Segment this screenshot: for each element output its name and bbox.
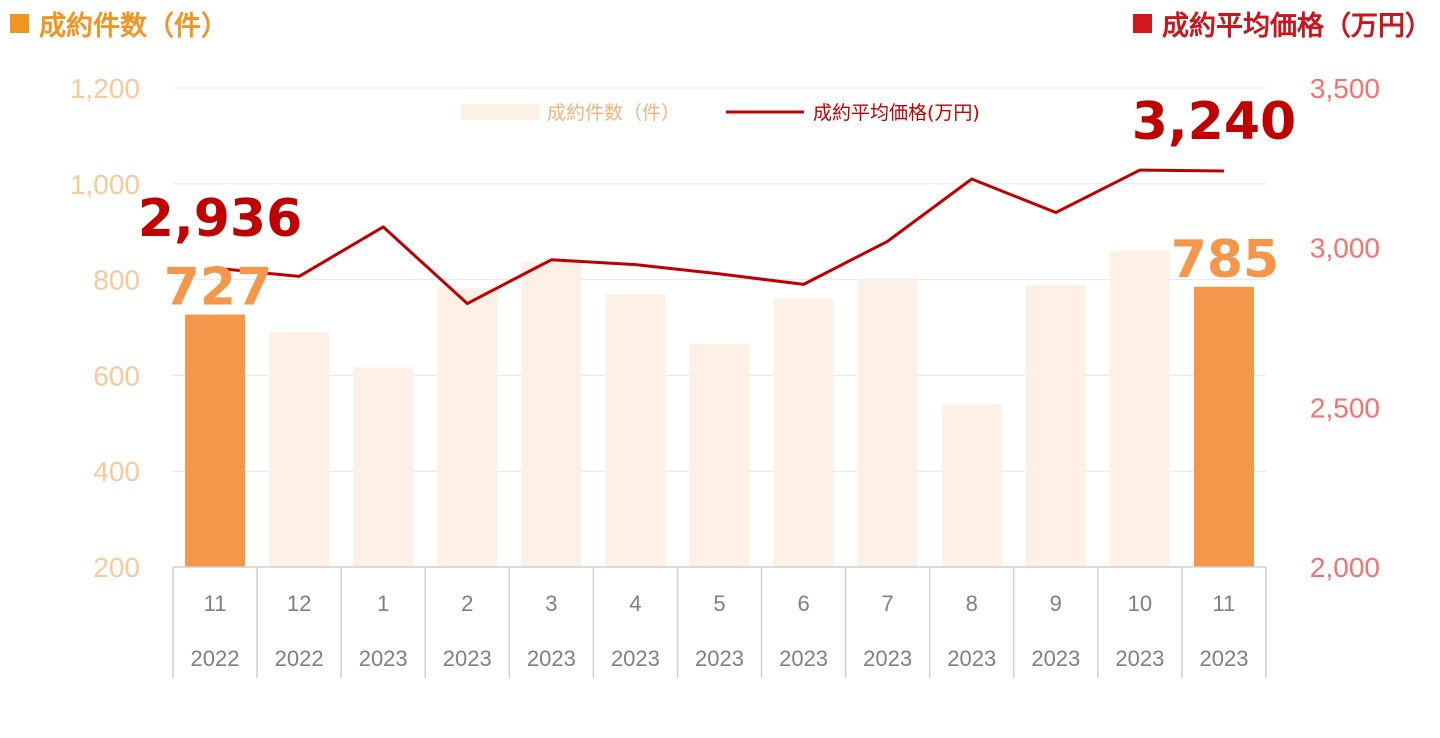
y-left-tick-label: 400 — [93, 456, 140, 487]
right-axis-title: 成約平均価格（万円） — [1133, 4, 1432, 43]
left-series-square-icon — [10, 14, 29, 33]
bar — [941, 404, 1002, 567]
x-year-label: 2023 — [1115, 646, 1164, 671]
x-month-label: 5 — [713, 591, 725, 616]
left-axis-title-text: 成約件数（件） — [39, 11, 228, 42]
left-axis-title: 成約件数（件） — [10, 4, 228, 43]
right-axis-title-text: 成約平均価格（万円） — [1162, 11, 1432, 42]
y-left-tick-label: 1,000 — [70, 169, 140, 200]
right-series-square-icon — [1133, 14, 1152, 33]
y-left-tick-label: 600 — [93, 360, 140, 391]
bar — [605, 293, 666, 567]
bar-data-label: 785 — [1171, 230, 1280, 290]
line-data-label: 2,936 — [138, 189, 302, 249]
bar — [857, 279, 918, 567]
y-left-tick-label: 1,200 — [70, 73, 140, 104]
line-data-label: 3,240 — [1132, 92, 1296, 152]
x-month-label: 3 — [545, 591, 557, 616]
y-right-tick-label: 3,000 — [1310, 233, 1380, 264]
bar — [1109, 250, 1170, 568]
y-left-tick-label: 800 — [93, 265, 140, 296]
x-month-label: 7 — [882, 591, 894, 616]
x-month-label: 6 — [797, 591, 809, 616]
x-month-label: 1 — [377, 591, 389, 616]
x-year-label: 2023 — [527, 646, 576, 671]
legend-line-label: 成約平均価格(万円) — [813, 102, 980, 124]
x-month-label: 4 — [629, 591, 641, 616]
x-month-label: 10 — [1128, 591, 1152, 616]
x-year-label: 2023 — [443, 646, 492, 671]
x-year-label: 2023 — [695, 646, 744, 671]
x-year-label: 2023 — [779, 646, 828, 671]
x-year-label: 2023 — [947, 646, 996, 671]
x-year-label: 2022 — [191, 646, 240, 671]
y-right-tick-label: 2,500 — [1310, 392, 1380, 423]
x-month-label: 9 — [1050, 591, 1062, 616]
x-year-label: 2023 — [1031, 646, 1080, 671]
x-month-label: 11 — [1213, 591, 1236, 616]
y-right-tick-label: 3,500 — [1310, 73, 1380, 104]
y-left-tick-label: 200 — [93, 552, 140, 583]
bar — [185, 314, 246, 567]
bar-data-label: 727 — [164, 258, 273, 318]
bar — [773, 298, 834, 567]
x-month-label: 12 — [287, 591, 311, 616]
bar — [353, 367, 414, 567]
legend-bar-label: 成約件数（件） — [547, 102, 680, 124]
bar — [437, 288, 498, 567]
bar — [689, 343, 750, 567]
bar — [1025, 284, 1086, 567]
legend-bar-swatch — [461, 104, 539, 120]
x-year-label: 2023 — [863, 646, 912, 671]
bar — [521, 261, 582, 567]
bar — [269, 331, 330, 567]
x-year-label: 2023 — [1199, 646, 1248, 671]
bar — [1193, 286, 1254, 567]
x-month-label: 8 — [966, 591, 978, 616]
x-year-label: 2022 — [275, 646, 324, 671]
x-month-label: 2 — [461, 591, 473, 616]
y-right-tick-label: 2,000 — [1310, 552, 1380, 583]
x-year-label: 2023 — [611, 646, 660, 671]
price-line — [214, 168, 1224, 306]
x-year-label: 2023 — [359, 646, 408, 671]
x-month-label: 11 — [204, 591, 227, 616]
